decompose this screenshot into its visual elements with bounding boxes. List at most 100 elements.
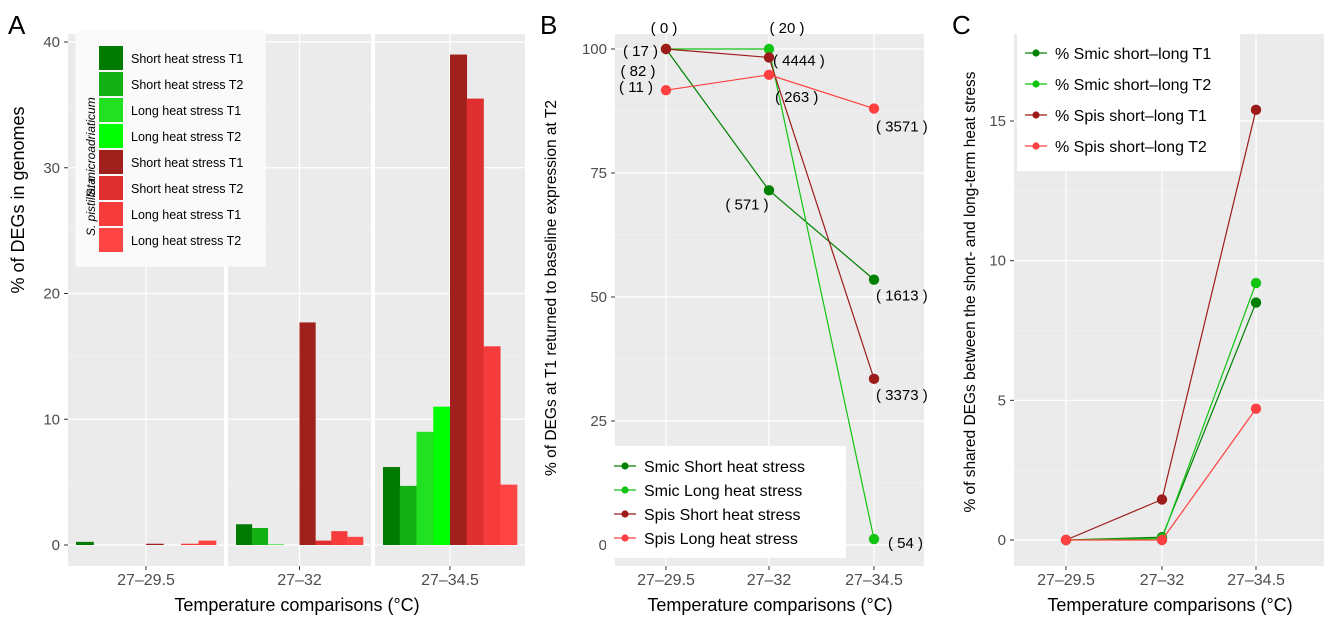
data-label: ( 1613 ) — [876, 288, 928, 305]
panel-c-chart: 0 5 10 15 27–29.5 27–32 27–34.5 % Smic short–lo… — [989, 31, 1324, 589]
legend-swatch — [99, 150, 123, 174]
data-point — [868, 103, 880, 114]
data-point — [868, 533, 880, 545]
legend-label: Short heat stress T1 — [131, 156, 243, 170]
data-label: ( 4444 ) — [773, 52, 825, 69]
bar — [236, 524, 253, 545]
legend-box — [1017, 31, 1240, 171]
data-label: ( 571 ) — [725, 196, 768, 213]
y-tick-label: 100 — [582, 41, 607, 58]
data-point — [1250, 403, 1262, 414]
y-tick-label: 15 — [989, 113, 1006, 130]
legend-swatch — [99, 72, 123, 96]
y-tick-label: 0 — [599, 537, 607, 554]
data-label: ( 82 ) — [620, 63, 655, 80]
legend-label: Smic Short heat stress — [644, 459, 805, 476]
x-tick-label: 27–34.5 — [845, 572, 903, 589]
panel-label-c: C — [952, 10, 971, 40]
x-tick-label: 27–29.5 — [117, 572, 175, 589]
bar — [500, 484, 518, 545]
y-tick-label: 20 — [43, 286, 60, 303]
legend-background — [76, 31, 265, 266]
panel-a-chart: 27–29.5 27–32 27–34.5 0 10 20 30 40 S. microadri… — [43, 30, 525, 589]
data-label: ( 3373 ) — [876, 387, 928, 404]
legend-key-point — [621, 534, 629, 542]
bar — [416, 431, 434, 545]
data-label: ( 3571 ) — [876, 119, 928, 136]
y-tick-label: 75 — [590, 165, 607, 182]
bar — [198, 540, 217, 545]
bar — [315, 540, 332, 545]
data-label: ( 17 ) — [623, 43, 658, 60]
data-point — [1250, 277, 1262, 289]
legend-box — [606, 446, 846, 558]
legend-key-point — [621, 486, 629, 494]
legend-label: Long heat stress T1 — [131, 208, 241, 222]
panel-label-b: B — [540, 10, 557, 40]
panel-b-chart: 0 25 50 75 100 27–29.5 27–32 27–34.5 Smic Short … — [582, 20, 928, 589]
y-tick-label: 40 — [43, 34, 60, 51]
data-point — [868, 274, 880, 285]
y-tick-label: 0 — [52, 537, 60, 554]
data-point — [763, 69, 775, 80]
legend-label: Long heat stress T1 — [131, 104, 241, 118]
data-label: ( 0 ) — [651, 20, 678, 37]
data-point — [1060, 534, 1072, 546]
legend-key-point — [1032, 142, 1040, 150]
legend-swatch — [99, 228, 123, 252]
data-point — [763, 43, 775, 55]
y-tick-label: 30 — [43, 160, 60, 177]
x-tick-label: 27–32 — [1140, 572, 1185, 589]
legend-label: % Spis short–long T1 — [1055, 108, 1207, 125]
y-tick-label: 0 — [998, 532, 1006, 549]
legend-swatch — [99, 124, 123, 148]
legend-key-point — [1032, 49, 1040, 57]
bar — [181, 543, 199, 545]
legend-label: Short heat stress T1 — [131, 52, 243, 66]
x-tick-label: 27–32 — [277, 572, 322, 589]
legend-label: Short heat stress T2 — [131, 182, 243, 196]
legend-label: Smic Long heat stress — [644, 483, 802, 500]
bar — [466, 98, 484, 546]
legend-label: % Smic short–long T2 — [1055, 77, 1211, 94]
data-label: ( 11 ) — [619, 79, 653, 96]
data-point — [660, 43, 672, 55]
data-point — [1250, 104, 1262, 116]
legend-swatch — [99, 46, 123, 70]
legend-swatch — [99, 202, 123, 226]
panel-c-x-axis-label: Temperature comparisons (°C) — [1047, 595, 1292, 615]
bar — [146, 543, 164, 545]
bar — [347, 536, 364, 545]
y-tick-label: 10 — [989, 253, 1006, 270]
data-point — [763, 185, 775, 196]
panel-a-x-axis-label: Temperature comparisons (°C) — [174, 595, 419, 615]
legend-group-label: S. microadriaticum — [84, 97, 98, 196]
y-tick-label: 50 — [590, 289, 607, 306]
legend-key-point — [621, 510, 629, 518]
data-label: ( 20 ) — [769, 20, 804, 37]
data-label: ( 54 ) — [888, 535, 923, 552]
legend-group-label: S. pistillata — [84, 178, 98, 236]
bar — [433, 406, 451, 545]
legend-swatch — [99, 176, 123, 200]
legend-label: Short heat stress T2 — [131, 78, 243, 92]
bar — [76, 541, 94, 545]
bar — [331, 531, 348, 545]
data-point — [868, 373, 880, 385]
data-point — [660, 84, 672, 96]
data-point — [1250, 297, 1262, 308]
y-tick-label: 10 — [43, 411, 60, 428]
panel-label-a: A — [8, 10, 26, 40]
bar — [450, 54, 468, 545]
data-point — [763, 52, 775, 63]
panel-c-y-axis-label: % of shared DEGs between the short- and … — [962, 71, 979, 512]
y-tick-label: 25 — [590, 413, 607, 430]
x-tick-label: 27–34.5 — [1227, 572, 1285, 589]
panel-b-y-axis-label: % of DEGs at T1 returned to baseline exp… — [543, 100, 560, 476]
x-tick-label: 27–34.5 — [421, 572, 479, 589]
x-tick-label: 27–32 — [747, 572, 792, 589]
y-tick-label: 5 — [998, 392, 1006, 409]
bar — [383, 467, 401, 545]
legend-key-point — [621, 462, 629, 470]
legend-label: Spis Long heat stress — [644, 531, 798, 548]
